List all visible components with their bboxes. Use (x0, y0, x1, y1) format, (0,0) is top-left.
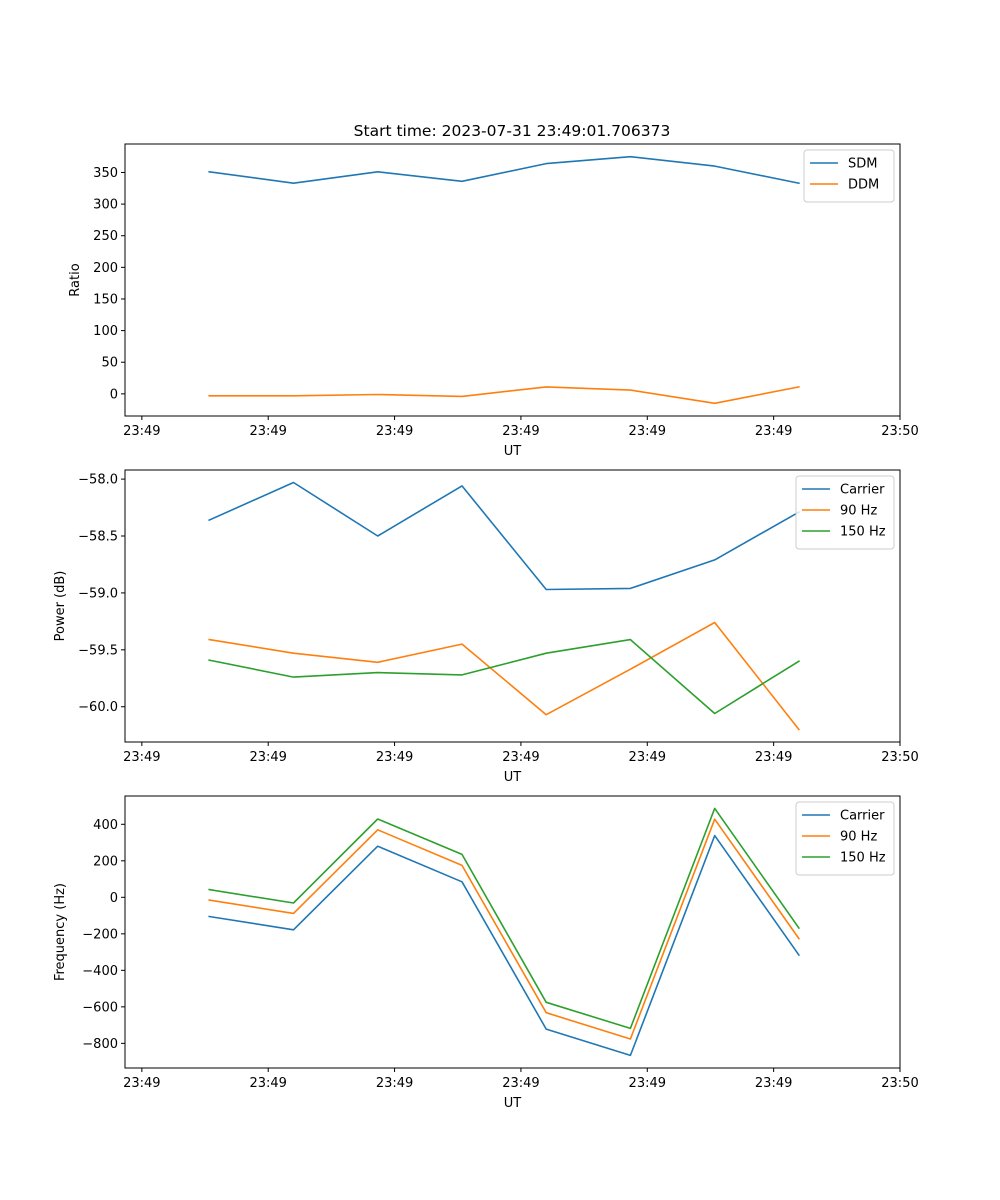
y-tick-label: 250 (93, 229, 118, 244)
series-line-sdm (208, 155, 800, 185)
subplot-3: 23:49 23:49 23:49 23:49 23:49 23:49 23:50 −800 −… (53, 795, 919, 1111)
x-tick-label: 23:49 (249, 1076, 286, 1091)
series-line-90-hz (208, 621, 801, 731)
x-tick-label: 23:49 (123, 1076, 160, 1091)
legend-label: 90 Hz (840, 504, 877, 519)
legend: Carrier 90 Hz 150 Hz (795, 801, 895, 876)
x-tick-label: 23:49 (123, 424, 160, 439)
x-tick-label: 23:49 (629, 750, 666, 765)
y-tick-label: 200 (93, 854, 118, 869)
x-tick-label: 23:50 (881, 424, 918, 439)
y-tick-label: −200 (82, 927, 118, 942)
x-tick-label: 23:49 (376, 750, 413, 765)
figure-title: Start time: 2023-07-31 23:49:01.706373 (354, 122, 671, 140)
y-axis-label: Power (dB) (53, 571, 68, 642)
x-tick-label: 23:49 (249, 750, 286, 765)
y-tick-label: 350 (93, 166, 118, 181)
legend-label: Carrier (840, 809, 885, 824)
legend: Carrier 90 Hz 150 Hz (795, 475, 895, 550)
x-tick-label: 23:49 (502, 750, 539, 765)
x-tick-label: 23:49 (755, 750, 792, 765)
y-tick-label: −60.0 (78, 700, 118, 715)
y-axis-label: Ratio (68, 263, 83, 296)
y-tick-label: −58.5 (78, 530, 118, 545)
series-line-carrier (208, 834, 801, 1057)
y-tick-label: 0 (110, 387, 118, 402)
y-tick-label: 0 (110, 891, 118, 906)
legend-label: Carrier (840, 483, 885, 498)
subplot-1: 23:49 23:49 23:49 23:49 23:49 23:49 23:50 0 50 10… (68, 143, 919, 459)
series-line-carrier (208, 481, 800, 591)
series-line-150-hz (208, 638, 801, 715)
series-line-ddm (208, 385, 800, 405)
subplot-2: 23:49 23:49 23:49 23:49 23:49 23:49 23:50 −60.0… (53, 469, 919, 785)
x-tick-label: 23:49 (629, 424, 666, 439)
series-line-90-hz (208, 818, 801, 1040)
x-tick-label: 23:50 (881, 750, 918, 765)
x-tick-label: 23:49 (123, 750, 160, 765)
legend-label: 150 Hz (840, 851, 886, 866)
y-tick-label: −600 (82, 1000, 118, 1015)
y-axis-label: Frequency (Hz) (53, 883, 68, 981)
legend-label: DDM (848, 178, 879, 193)
y-tick-label: −59.5 (78, 643, 118, 658)
x-axis-label: UT (504, 1096, 522, 1111)
plots-container: 23:49 23:49 23:49 23:49 23:49 23:49 23:50 0 50 10… (53, 143, 919, 1111)
y-tick-label: −800 (82, 1037, 118, 1052)
legend-label: 90 Hz (840, 830, 877, 845)
x-tick-label: 23:49 (629, 1076, 666, 1091)
series-line-150-hz (208, 807, 801, 1030)
legend-label: SDM (848, 157, 877, 172)
y-tick-label: 400 (93, 818, 118, 833)
x-axis-label: UT (504, 770, 522, 785)
x-tick-label: 23:49 (376, 424, 413, 439)
x-tick-label: 23:49 (376, 1076, 413, 1091)
x-tick-label: 23:49 (502, 1076, 539, 1091)
y-tick-label: 200 (93, 261, 118, 276)
x-tick-label: 23:49 (755, 424, 792, 439)
y-tick-label: 100 (93, 324, 118, 339)
y-tick-label: −59.0 (78, 586, 118, 601)
x-tick-label: 23:49 (755, 1076, 792, 1091)
y-tick-label: 50 (101, 356, 118, 371)
y-tick-label: −58.0 (78, 473, 118, 488)
y-tick-label: 150 (93, 292, 118, 307)
x-tick-label: 23:49 (502, 424, 539, 439)
axes-frame (124, 795, 901, 1069)
axes-frame (124, 469, 901, 743)
axes-frame (124, 143, 901, 417)
x-axis-label: UT (504, 444, 522, 459)
legend: SDM DDM (803, 149, 895, 203)
x-tick-label: 23:50 (881, 1076, 918, 1091)
y-tick-label: −400 (82, 964, 118, 979)
y-tick-label: 300 (93, 198, 118, 213)
x-tick-label: 23:49 (249, 424, 286, 439)
legend-label: 150 Hz (840, 525, 886, 540)
